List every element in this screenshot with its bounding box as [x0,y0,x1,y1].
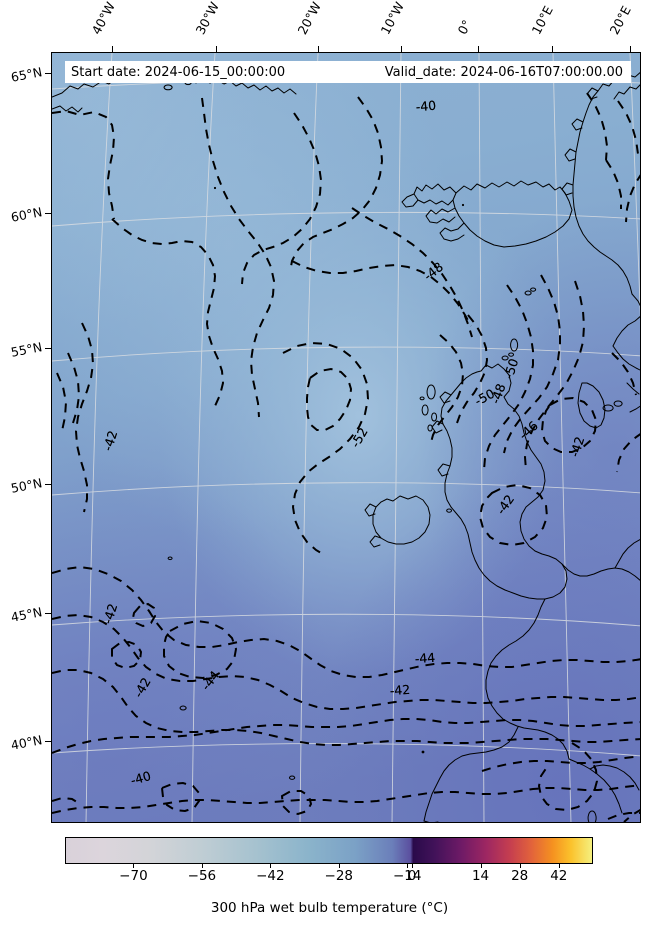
svg-text:-52: -52 [348,425,371,450]
lat-tick-mark [45,213,51,214]
svg-text:-44: -44 [198,668,222,693]
contour-value-labels: -40-40-48-48-50-50-50-50-48-48-52-52 -46-… [100,98,588,788]
colorbar-tick-mark [407,864,409,868]
svg-text:-44: -44 [414,650,435,666]
lon-tick-mark [552,46,553,52]
contour-label: -44-44 [414,650,435,666]
colorbar-tick-label: −56 [187,868,217,884]
contour-label: -42-42 [131,675,154,700]
svg-text:-50: -50 [501,357,522,381]
svg-text:-42: -42 [389,682,410,698]
colorbar[interactable] [65,837,593,864]
contour-label: -48-48 [488,381,509,405]
isotherm-contours [52,92,640,822]
svg-text:-42: -42 [493,492,517,517]
start-date-text: Start date: 2024-06-15_00:00:00 [71,64,286,80]
lon-tick-label: 10°E [528,3,556,37]
lat-tick-mark [45,741,51,742]
colorbar-tick-mark [270,864,272,868]
lon-tick-label: 20°W [294,0,324,37]
lat-tick-label: 40°N [9,732,44,753]
lon-tick-label: 0° [454,17,475,37]
lon-tick-mark [318,46,319,52]
lat-tick-label: 55°N [9,339,44,360]
contour-label: -40-40 [415,98,437,115]
colorbar-tick-mark [338,864,340,868]
colorbar-tick-mark [201,864,203,868]
lon-tick-mark [401,46,402,52]
graticule-gridlines [52,53,640,822]
contour-label: -42-42 [100,429,121,453]
lat-tick-label: 65°N [9,64,44,85]
lon-tick-mark [630,46,631,52]
lat-tick-mark [45,73,51,74]
coastlines [52,70,640,822]
lat-tick-label: 45°N [9,604,44,625]
colorbar-tick-label: 42 [550,868,568,884]
colorbar-tick-label: −70 [119,868,148,884]
svg-text:-44: -44 [414,650,435,666]
valid-date-text: Valid_date: 2024-06-16T07:00:00.00 [384,64,623,80]
svg-text:-42: -42 [131,675,154,700]
lat-tick-label: 50°N [9,475,44,496]
svg-text:-42: -42 [100,429,121,453]
lat-tick-mark [45,613,51,614]
svg-text:-40: -40 [129,768,153,788]
contour-label: -42-42 [567,435,588,459]
svg-text:-42: -42 [389,682,410,698]
lat-tick-mark [45,484,51,485]
svg-text:-42: -42 [100,602,121,626]
contour-label: -42-42 [100,602,121,626]
svg-text:-48: -48 [421,259,446,283]
lon-tick-mark [478,46,479,52]
svg-text:-42: -42 [567,435,588,459]
colorbar-tick-label: 14 [471,868,490,884]
lon-tick-label: 10°W [377,0,407,37]
svg-text:-40: -40 [415,98,437,115]
colorbar-tick-mark [133,864,135,868]
lon-tick-mark [112,46,113,52]
svg-text:-48: -48 [488,381,509,405]
colorbar-title: 300 hPa wet bulb temperature (°C) [210,900,449,916]
lon-tick-mark [216,46,217,52]
contour-label: -52-52 [348,425,371,450]
lat-tick-mark [45,348,51,349]
colorbar-tick-label: 28 [511,868,529,884]
contour-label: -42-42 [493,492,517,517]
svg-text:-42: -42 [100,602,121,626]
svg-text:-48: -48 [488,381,509,405]
contour-label: -42-42 [389,682,410,698]
contour-label: -50-50 [501,357,522,381]
svg-text:-50: -50 [501,357,522,381]
svg-text:-42: -42 [100,429,121,453]
colorbar-tick-mark [558,864,560,868]
lon-tick-label: 40°W [88,0,118,37]
lat-tick-label: 60°N [9,204,44,225]
colorbar-tick-label: −28 [324,868,354,884]
map-geometry: -40-40-48-48-50-50-50-50-48-48-52-52 -46-… [52,70,640,822]
lon-tick-label: 20°E [606,3,634,37]
colorbar-gradient [66,838,592,863]
svg-text:-40: -40 [129,768,153,788]
colorbar-tick-label: −42 [256,868,285,884]
lon-tick-label: 30°W [192,0,222,37]
colorbar-tick-mark [412,864,414,868]
colorbar-tick-label: −14 [392,868,422,884]
contour-label: -40-40 [129,768,153,788]
contour-label: -44-44 [198,668,222,693]
svg-text:-40: -40 [415,98,437,115]
temperature-field-shading [52,53,640,822]
date-info-box: Start date: 2024-06-15_00:00:00 Valid_da… [65,61,631,83]
contour-label: -48-48 [421,259,446,283]
map-plot-area[interactable]: -40 -40 -48 -48 -50 -50 -50 -50 -48 -48 -52 -52 -46-… [51,52,641,823]
colorbar-tick-mark [519,864,521,868]
svg-text:-42: -42 [567,435,588,459]
colorbar-tick-label: 0 [407,868,417,884]
colorbar-tick-mark [480,864,482,868]
